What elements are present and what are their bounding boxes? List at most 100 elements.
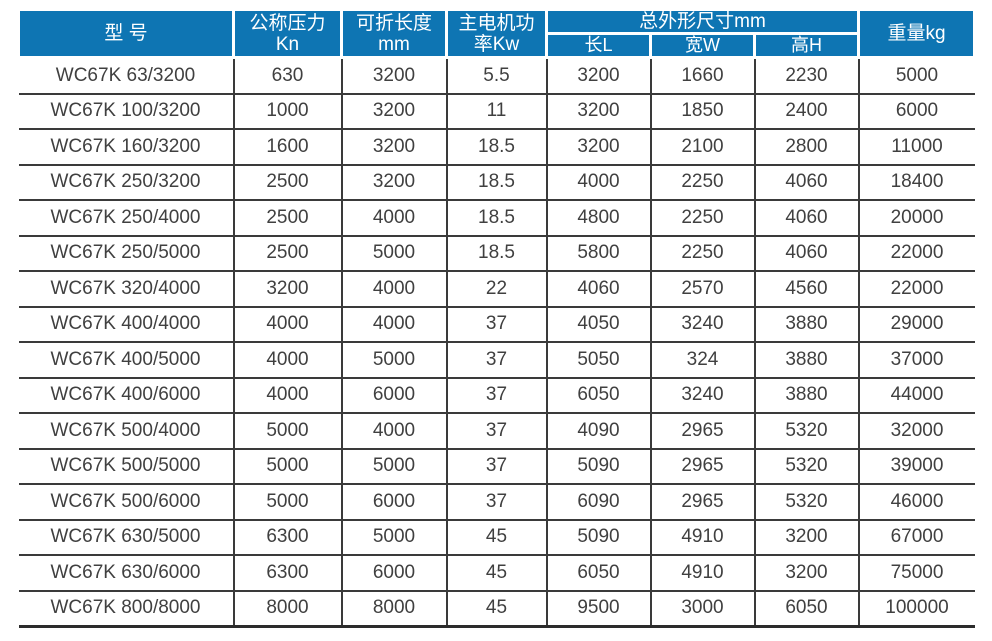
cell-motor-power-kw: 11 [445,93,547,130]
table-row: WC67K 400/5000 4000 5000 37 5050 324 3880 37000 [18,342,975,379]
cell-height-h: 3880 [753,306,859,343]
cell-height-h: 4060 [753,200,859,237]
press-brake-spec-table: 型 号 公称压力 Kn 可折长度 mm 主电机功 率Kw 总外形尺寸mm 重量k… [17,8,976,628]
cell-motor-power-kw: 22 [445,271,547,308]
cell-pressure-kn: 8000 [232,590,342,628]
cell-model: WC67K 320/4000 [18,271,234,308]
table-row: WC67K 250/5000 2500 5000 18.5 5800 2250 4060 22… [18,235,975,272]
cell-fold-length-mm: 4000 [340,271,447,308]
header-line: 主电机功 [458,12,535,34]
table-row: WC67K 100/3200 1000 3200 11 3200 1850 2400 6000 [18,93,975,130]
cell-model: WC67K 630/6000 [18,555,234,592]
cell-model: WC67K 500/6000 [18,484,234,521]
cell-length-l: 4060 [545,271,651,308]
col-header-weight: 重量kg [857,8,976,59]
cell-length-l: 9500 [545,590,651,628]
col-header-model: 型 号 [17,8,235,59]
table-row: WC67K 63/3200 630 3200 5.5 3200 1660 2230 5000 [18,57,975,95]
cell-width-w: 2250 [649,235,755,272]
cell-weight-kg: 5000 [857,57,975,95]
cell-model: WC67K 400/6000 [18,377,234,414]
col-header-width-w: 宽W [649,32,756,59]
cell-weight-kg: 100000 [857,590,975,628]
cell-motor-power-kw: 37 [445,306,547,343]
cell-length-l: 6090 [545,484,651,521]
cell-motor-power-kw: 5.5 [445,57,547,95]
cell-length-l: 5090 [545,448,651,485]
cell-width-w: 3240 [649,306,755,343]
cell-width-w: 2100 [649,129,755,166]
cell-weight-kg: 39000 [857,448,975,485]
cell-model: WC67K 800/8000 [18,590,234,628]
cell-width-w: 1660 [649,57,755,95]
cell-length-l: 3200 [545,129,651,166]
cell-weight-kg: 75000 [857,555,975,592]
cell-pressure-kn: 4000 [232,377,342,414]
cell-height-h: 5320 [753,448,859,485]
cell-weight-kg: 32000 [857,413,975,450]
cell-motor-power-kw: 37 [445,377,547,414]
cell-fold-length-mm: 4000 [340,200,447,237]
cell-pressure-kn: 1000 [232,93,342,130]
cell-pressure-kn: 5000 [232,413,342,450]
cell-pressure-kn: 6300 [232,519,342,556]
cell-height-h: 4560 [753,271,859,308]
cell-width-w: 4910 [649,555,755,592]
col-header-dimensions-group: 总外形尺寸mm [545,8,860,35]
cell-motor-power-kw: 37 [445,413,547,450]
cell-fold-length-mm: 3200 [340,57,447,95]
cell-weight-kg: 22000 [857,271,975,308]
table-row: WC67K 250/4000 2500 4000 18.5 4800 2250 4060 20… [18,200,975,237]
cell-height-h: 2400 [753,93,859,130]
header-row-sub: 长L 宽W 高H [19,32,975,59]
cell-fold-length-mm: 3200 [340,93,447,130]
cell-height-h: 5320 [753,484,859,521]
header-line: 公称压力 [249,12,326,34]
cell-fold-length-mm: 5000 [340,448,447,485]
cell-model: WC67K 250/4000 [18,200,234,237]
cell-motor-power-kw: 37 [445,342,547,379]
cell-fold-length-mm: 4000 [340,413,447,450]
cell-motor-power-kw: 45 [445,590,547,628]
cell-motor-power-kw: 45 [445,519,547,556]
table-row: WC67K 400/6000 4000 6000 37 6050 3240 3880 4400… [18,377,975,414]
header-line: Kn [275,33,300,55]
cell-length-l: 5800 [545,235,651,272]
cell-weight-kg: 29000 [857,306,975,343]
cell-height-h: 3880 [753,342,859,379]
cell-model: WC67K 500/4000 [18,413,234,450]
cell-width-w: 2965 [649,413,755,450]
table-row: WC67K 320/4000 3200 4000 22 4060 2570 4560 2200… [18,271,975,308]
cell-length-l: 4050 [545,306,651,343]
cell-motor-power-kw: 45 [445,555,547,592]
cell-length-l: 4800 [545,200,651,237]
cell-pressure-kn: 5000 [232,484,342,521]
cell-weight-kg: 22000 [857,235,975,272]
cell-length-l: 5050 [545,342,651,379]
table-row: WC67K 250/3200 2500 3200 18.5 4000 2250 4060 18… [18,164,975,201]
cell-motor-power-kw: 37 [445,448,547,485]
cell-model: WC67K 400/5000 [18,342,234,379]
cell-width-w: 2250 [649,200,755,237]
col-header-motor-power: 主电机功 率Kw [445,8,548,59]
cell-width-w: 1850 [649,93,755,130]
cell-pressure-kn: 1600 [232,129,342,166]
cell-length-l: 6050 [545,555,651,592]
cell-model: WC67K 100/3200 [18,93,234,130]
cell-motor-power-kw: 18.5 [445,164,547,201]
cell-height-h: 5320 [753,413,859,450]
cell-fold-length-mm: 6000 [340,555,447,592]
cell-width-w: 3000 [649,590,755,628]
cell-motor-power-kw: 18.5 [445,235,547,272]
cell-pressure-kn: 4000 [232,342,342,379]
cell-width-w: 2965 [649,484,755,521]
table-row: WC67K 160/3200 1600 3200 18.5 3200 2100 2800 11… [18,129,975,166]
cell-length-l: 4090 [545,413,651,450]
table-row: WC67K 630/5000 6300 5000 45 5090 4910 3200 6700… [18,519,975,556]
cell-pressure-kn: 4000 [232,306,342,343]
cell-height-h: 3880 [753,377,859,414]
cell-motor-power-kw: 37 [445,484,547,521]
cell-length-l: 6050 [545,377,651,414]
cell-fold-length-mm: 4000 [340,306,447,343]
